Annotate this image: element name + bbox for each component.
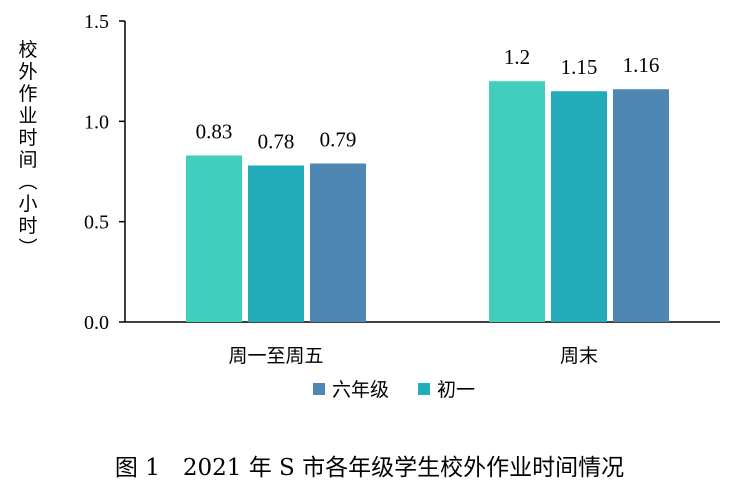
legend-label: 初一 (437, 379, 475, 401)
y-axis-label-char: 校 (18, 39, 37, 61)
y-tick-label: 1.5 (84, 11, 109, 33)
bar (310, 163, 366, 322)
y-tick-label: 1.0 (84, 111, 109, 133)
y-tick-labels: 0.0 0.5 1.0 1.5 (84, 11, 125, 334)
data-label: 0.78 (258, 129, 295, 153)
bar (248, 165, 304, 322)
data-label: 1.16 (623, 53, 660, 77)
bar (186, 155, 242, 322)
data-labels: 0.83 0.78 0.79 1.2 1.15 1.16 (196, 45, 660, 153)
y-axis-label-char: ） (16, 237, 38, 256)
y-tick-label: 0.5 (84, 212, 109, 234)
legend: 六年级 初一 (313, 379, 475, 401)
legend-swatch (418, 383, 430, 395)
data-label: 0.79 (320, 127, 357, 151)
bar-chart: 校外作业时间（小时） 0.00.51.01.5 0.83 0.78 0.791.2 1… (16, 11, 720, 401)
category-labels: 周一至周五 周末 (228, 345, 598, 367)
category-label: 周一至周五 (228, 345, 323, 367)
y-axis-label: 校外作业时间（小时） (16, 39, 38, 257)
y-tick-label: 0.0 (84, 312, 109, 334)
y-axis-label-char: 业 (18, 105, 37, 127)
y-axis-label-char: 作 (18, 83, 37, 105)
y-axis-label-char: （ (16, 171, 38, 190)
bars (186, 81, 669, 322)
y-axis-label-char: 间 (18, 149, 37, 171)
y-axis-label-char: 时 (18, 127, 37, 149)
legend-label: 六年级 (332, 379, 389, 401)
y-axis-label-char: 时 (18, 215, 37, 237)
bar (613, 89, 669, 322)
data-label: 1.2 (504, 45, 530, 69)
bar (551, 91, 607, 322)
y-axis-label-char: 小 (18, 193, 37, 215)
data-label: 1.15 (561, 55, 598, 79)
bar (489, 81, 545, 322)
legend-swatch (313, 383, 325, 395)
data-label: 0.83 (196, 119, 233, 143)
y-axis-label-char: 外 (18, 61, 37, 83)
figure-caption: 图 1 2021 年 S 市各年级学生校外作业时间情况 (114, 455, 625, 481)
category-label: 周末 (560, 345, 598, 367)
